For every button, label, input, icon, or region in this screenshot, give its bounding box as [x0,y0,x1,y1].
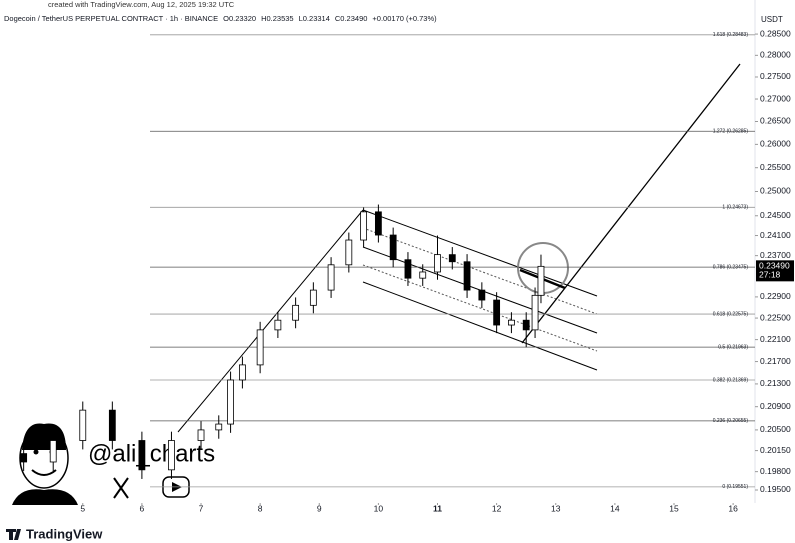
candle-body [419,271,427,279]
candle-body [508,319,515,326]
channel-line [362,209,598,297]
x-tick-label: 15 [669,503,679,513]
candle-body [274,319,282,331]
candle-body [345,239,353,266]
y-tick-label: 0.28000 [760,50,791,60]
y-tick-label: 0.22500 [760,312,791,322]
ohlc-value: L0.23314 [298,14,330,23]
y-tick-label: 0.24100 [760,230,791,240]
candle-body [108,409,116,441]
fib-label: 0.618 (0.22575) [713,311,749,317]
y-tick-label: 0.21700 [760,356,791,366]
projection-line [521,63,741,344]
candle-body [79,409,87,441]
y-tick-label: 0.20150 [760,445,791,455]
candle-body [389,234,397,261]
candle-body [404,259,412,279]
candle-body [448,254,456,263]
fib-label: 1 (0.24673) [722,205,748,211]
y-tick-label: 0.25500 [760,162,791,172]
x-tick-label: 10 [374,503,384,513]
y-tick-label: 0.22100 [760,334,791,344]
channel-line [362,281,598,371]
x-tick-label: 6 [140,503,145,513]
ohlc-value: H0.23535 [261,14,294,23]
last-price-label: 0.23490 [759,261,790,271]
x-tick-label: 16 [728,503,738,513]
candle-body [463,261,471,291]
header: Dogecoin / TetherUS PERPETUAL CONTRACT ·… [4,14,437,23]
candle-body [239,364,246,381]
channel-mid [362,264,598,352]
candle-body [227,379,234,425]
ohlc-value: C0.23490 [334,14,368,23]
x-tick-label: 12 [492,503,502,513]
y-tick-label: 0.27000 [760,93,791,103]
candle-body [309,289,317,306]
y-tick-label: 0.26500 [760,116,791,126]
trend-line [177,209,364,433]
countdown: 27:18 [759,270,781,280]
y-tick-label: 0.24500 [760,210,791,220]
x-tick-label: 11 [433,503,442,513]
x-icon [113,477,129,499]
candle-body [478,289,486,301]
candle-body [531,294,539,331]
avatar [12,423,78,505]
y-tick-label: 0.25000 [760,186,791,196]
last-price-tag [756,260,794,282]
x-tick-label: 9 [317,503,322,513]
x-tick-label: 14 [610,503,620,513]
ohlc-value: O0.23320 [223,14,257,23]
brand-logo [6,529,21,540]
candle-body [138,440,146,471]
y-tick-label: 0.19500 [760,484,791,494]
y-tick-label: 0.19800 [760,466,791,476]
ohlc-value: +0.00170 (+0.73%) [372,14,437,23]
candle-body [49,440,57,463]
candle-body [256,329,264,366]
fib-label: 0.236 (0.20655) [713,418,749,424]
candle-body [327,264,335,291]
candle-body [360,211,368,241]
candle-body [215,423,223,431]
x-tick-label: 5 [80,503,85,513]
y-tick-label: 0.20500 [760,424,791,434]
currency: USDT [761,15,783,24]
title: Dogecoin / TetherUS PERPETUAL CONTRACT ·… [4,14,219,23]
y-tick-label: 0.28500 [760,28,791,38]
fib-label: 0 (0.19551) [722,484,748,490]
drawings [177,63,741,433]
x-tick-label: 8 [258,503,263,513]
candle-body [374,211,382,236]
fib-label: 0.786 (0.23475) [713,264,749,270]
x-tick-label: 7 [199,503,204,513]
channel-mid [362,227,598,315]
author: @ali_charts [88,440,215,467]
y-tick-label: 0.22900 [760,291,791,301]
candle-body [292,304,300,321]
fib-label: 1.618 (0.28483) [713,32,749,38]
brand: TradingView [26,526,103,541]
y-tick-label: 0.23700 [760,250,791,260]
y-tick-label: 0.21300 [760,378,791,388]
fib-label: 0.382 (0.21369) [713,377,749,383]
candle-body [434,254,441,273]
candle-body [20,453,28,463]
y-tick-label: 0.20900 [760,401,791,411]
candle-body [522,319,530,331]
fib-label: 0.5 (0.21963) [718,344,748,350]
candle-body [493,299,501,326]
watermark: created with TradingView.com, Aug 12, 20… [48,0,235,9]
y-tick-label: 0.26000 [760,139,791,149]
fib-label: 1.272 (0.26285) [713,129,749,135]
y-tick-label: 0.27500 [760,71,791,81]
candle-body [537,265,545,296]
candle-body [168,440,175,471]
candle-body [197,429,205,441]
x-tick-label: 13 [551,503,561,513]
